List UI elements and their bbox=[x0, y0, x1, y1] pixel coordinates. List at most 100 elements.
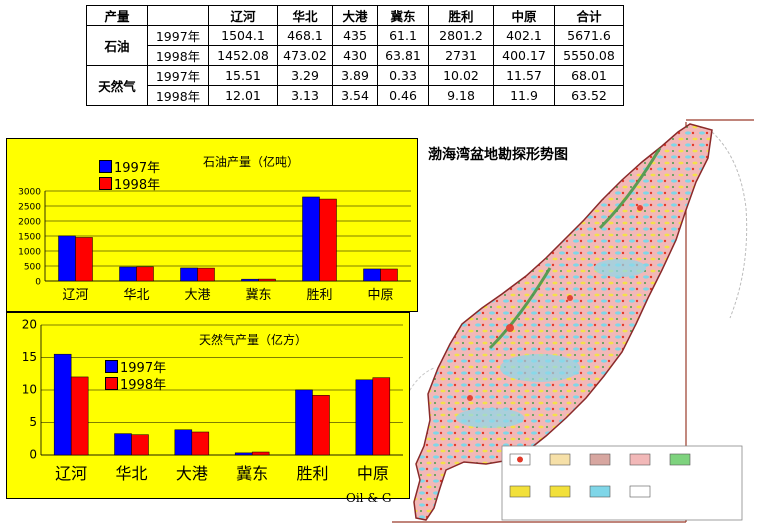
x-category-label: 冀东 bbox=[236, 464, 268, 483]
value-cell: 1504.1 bbox=[208, 25, 278, 46]
x-category-label: 胜利 bbox=[296, 464, 328, 483]
gas-chart-panel: 0 5 10 15 20 辽河 华北 大港 冀东 胜利 中原 天然气产量（亿方） 1997年 199… bbox=[6, 312, 410, 499]
bar-1998 bbox=[191, 431, 210, 456]
year-cell: 1998年 bbox=[147, 85, 209, 106]
bar-1997 bbox=[295, 389, 313, 456]
value-cell: 2801.2 bbox=[428, 25, 494, 46]
total-cell: 63.52 bbox=[554, 85, 624, 106]
y-tick-label: 2500 bbox=[18, 203, 41, 213]
y-tick-label: 2000 bbox=[18, 218, 41, 228]
value-cell: 11.57 bbox=[493, 65, 555, 86]
total-cell: 5671.6 bbox=[554, 25, 624, 46]
bar-1997 bbox=[234, 452, 253, 456]
value-cell: 10.02 bbox=[428, 65, 494, 86]
chart-gridlines bbox=[45, 190, 411, 282]
legend-item-1997: 1997年 bbox=[99, 158, 160, 176]
value-cell: 63.81 bbox=[377, 45, 429, 66]
bar-1997 bbox=[119, 266, 137, 282]
value-cell: 435 bbox=[332, 25, 378, 46]
cut-off-caption: Oil & G bbox=[346, 491, 392, 505]
oil-chart-svg: 0 500 1000 1500 2000 2500 3000 辽河 华北 大港 冀东 胜利 中原 bbox=[18, 188, 411, 303]
y-tick-label: 1500 bbox=[18, 233, 41, 243]
legend-swatch-1997 bbox=[105, 360, 118, 373]
gas-chart-svg: 0 5 10 15 20 辽河 华北 大港 冀东 胜利 中原 bbox=[22, 318, 403, 483]
legend-label-1997: 1997年 bbox=[120, 361, 167, 376]
legend-item-1998: 1998年 bbox=[105, 375, 167, 393]
y-tick-label: 20 bbox=[22, 318, 37, 332]
y-tick-label: 0 bbox=[29, 448, 37, 462]
production-table: 产量 辽河 华北 大港 冀东 胜利 中原 合计 石油 1997年 1504.1 … bbox=[86, 5, 624, 106]
total-cell: 68.01 bbox=[554, 65, 624, 86]
value-cell: 0.46 bbox=[377, 85, 429, 106]
value-cell: 3.89 bbox=[332, 65, 378, 86]
value-cell: 3.29 bbox=[277, 65, 333, 86]
table-row: 天然气 1997年 15.51 3.29 3.89 0.33 10.02 11.… bbox=[86, 65, 624, 106]
y-tick-label: 3000 bbox=[18, 188, 41, 198]
bar-1998 bbox=[75, 237, 93, 282]
header-cell: 大港 bbox=[332, 5, 378, 26]
year-cell: 1997年 bbox=[147, 65, 209, 86]
row-group-label: 天然气 bbox=[86, 65, 148, 106]
value-cell: 61.1 bbox=[377, 25, 429, 46]
header-cell bbox=[147, 5, 209, 26]
y-tick-label: 5 bbox=[29, 415, 37, 429]
x-category-label: 华北 bbox=[115, 464, 147, 483]
y-tick-label: 15 bbox=[22, 350, 37, 364]
header-cell: 冀东 bbox=[377, 5, 429, 26]
oil-chart-legend: 1997年 1998年 bbox=[99, 158, 161, 193]
header-cell: 合计 bbox=[554, 5, 624, 26]
bar-1997 bbox=[180, 267, 198, 282]
x-category-label: 辽河 bbox=[55, 464, 87, 483]
bar-1997 bbox=[363, 268, 381, 282]
header-cell: 产量 bbox=[86, 5, 148, 26]
total-cell: 5550.08 bbox=[554, 45, 624, 66]
header-cell: 中原 bbox=[493, 5, 555, 26]
y-tick-label: 1000 bbox=[18, 248, 41, 258]
bar-1997 bbox=[355, 379, 374, 456]
table-header-row: 产量 辽河 华北 大港 冀东 胜利 中原 合计 bbox=[86, 5, 624, 26]
gas-chart-title: 天然气产量（亿方） bbox=[199, 333, 308, 347]
value-cell: 12.01 bbox=[208, 85, 278, 106]
oil-chart-panel: 0 500 1000 1500 2000 2500 3000 辽河 华北 大港 冀东 胜利 中原 石油产… bbox=[6, 138, 418, 312]
header-cell: 辽河 bbox=[208, 5, 278, 26]
value-cell: 2731 bbox=[428, 45, 494, 66]
value-cell: 473.02 bbox=[277, 45, 333, 66]
table-row: 1998年 12.01 3.13 3.54 0.46 9.18 11.9 63.… bbox=[87, 85, 624, 106]
value-cell: 468.1 bbox=[277, 25, 333, 46]
x-category-label: 中原 bbox=[367, 288, 393, 303]
table-row: 石油 1997年 1504.1 468.1 435 61.1 2801.2 40… bbox=[86, 25, 624, 66]
basin-map-image bbox=[392, 119, 754, 523]
bar-1998 bbox=[131, 434, 149, 456]
bar-1997 bbox=[241, 278, 259, 282]
value-cell: 3.13 bbox=[277, 85, 333, 106]
oil-chart-title: 石油产量（亿吨） bbox=[203, 155, 300, 169]
x-category-label: 大港 bbox=[176, 464, 208, 483]
bar-1998 bbox=[380, 268, 398, 282]
legend-swatch-1998 bbox=[105, 377, 118, 390]
legend-label-1998: 1998年 bbox=[120, 378, 167, 393]
bar-1998 bbox=[197, 267, 215, 282]
bar-1997 bbox=[114, 433, 132, 456]
header-cell: 胜利 bbox=[428, 5, 494, 26]
bar-1998 bbox=[251, 451, 270, 456]
legend-item-1998: 1998年 bbox=[99, 175, 161, 193]
value-cell: 0.33 bbox=[377, 65, 429, 86]
bar-1998 bbox=[136, 266, 154, 282]
value-cell: 402.1 bbox=[493, 25, 555, 46]
value-cell: 1452.08 bbox=[208, 45, 278, 66]
value-cell: 9.18 bbox=[428, 85, 494, 106]
x-category-label: 华北 bbox=[123, 288, 149, 303]
bar-1998 bbox=[258, 278, 276, 282]
value-cell: 11.9 bbox=[493, 85, 555, 106]
bar-1997 bbox=[174, 429, 193, 456]
table-row: 1998年 1452.08 473.02 430 63.81 2731 400.… bbox=[87, 45, 624, 66]
legend-item-1997: 1997年 bbox=[105, 358, 167, 376]
map-title: 渤海湾盆地勘探形势图 bbox=[428, 147, 568, 163]
year-cell: 1997年 bbox=[147, 25, 209, 46]
legend-label-1998: 1998年 bbox=[114, 178, 161, 193]
year-cell: 1998年 bbox=[147, 45, 209, 66]
basin-map-panel: 渤海湾盆地勘探形势图 bbox=[390, 118, 756, 524]
x-category-label: 大港 bbox=[184, 288, 210, 303]
bar-1997 bbox=[58, 235, 76, 282]
row-group-label: 石油 bbox=[86, 25, 148, 66]
